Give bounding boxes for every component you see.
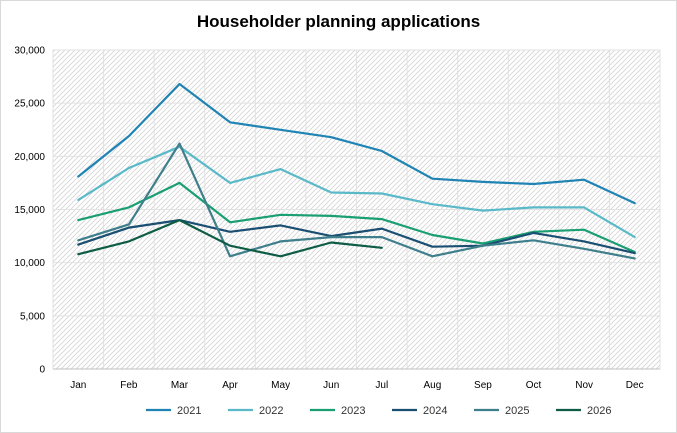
x-tick-label: Oct <box>526 380 542 391</box>
legend-label-2026: 2026 <box>587 405 611 417</box>
series-line-2025 <box>77 142 636 260</box>
x-tick-label: Dec <box>626 380 644 391</box>
legend-label-2021: 2021 <box>177 405 201 417</box>
series-line-2026 <box>77 219 383 258</box>
x-tick-label: Aug <box>423 380 441 391</box>
y-tick-label: 30,000 <box>14 46 45 57</box>
y-tick-label: 20,000 <box>14 152 45 163</box>
legend-label-2023: 2023 <box>341 405 365 417</box>
x-tick-label: Jan <box>70 380 86 391</box>
series-line-2022 <box>77 145 636 239</box>
y-tick-label: 15,000 <box>14 205 45 216</box>
x-tick-label: Feb <box>120 380 138 391</box>
x-tick-label: Jun <box>323 380 339 391</box>
y-tick-label: 0 <box>39 365 45 376</box>
x-tick-label: Sep <box>474 380 492 391</box>
legend-label-2024: 2024 <box>423 405 447 417</box>
x-tick-label: May <box>271 380 290 391</box>
legend-label-2022: 2022 <box>259 405 283 417</box>
series-line-2023 <box>77 181 636 254</box>
series-line-2021 <box>77 82 636 205</box>
chart-title: Householder planning applications <box>196 12 481 31</box>
y-tick-label: 10,000 <box>14 258 45 269</box>
y-tick-label: 5,000 <box>20 311 45 322</box>
series-line-2024 <box>77 219 636 255</box>
x-tick-label: Mar <box>171 380 189 391</box>
x-tick-label: Apr <box>222 380 238 391</box>
y-tick-label: 25,000 <box>14 99 45 110</box>
legend-label-2025: 2025 <box>505 405 529 417</box>
x-tick-label: Jul <box>375 380 388 391</box>
x-tick-label: Nov <box>575 380 593 391</box>
